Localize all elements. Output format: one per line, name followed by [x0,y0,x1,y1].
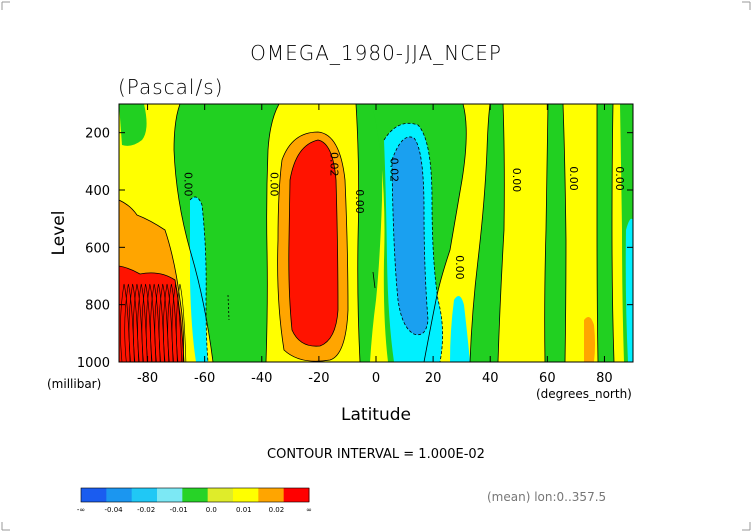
x-tick-label: -20 [308,371,329,386]
contour-label: 0.00 [453,255,466,280]
y-tick-label: 800 [85,299,110,314]
y-tick-label: 200 [85,127,110,142]
y-axis: 200 400 600 800 1000 [77,127,633,371]
contour-line [120,283,131,362]
contour-line [133,283,144,362]
colorbar: -∞ -0.04 -0.02 -0.01 0.0 0.01 0.02 ∞ [77,487,312,514]
x-axis: -80 -60 -40 -20 0 20 40 60 80 [137,104,613,386]
contour-line [150,283,161,362]
colorbar-swatch [233,488,259,502]
colorbar-frame [80,487,310,503]
cyan-region-north [450,296,470,362]
x-tick-label: 80 [596,371,613,386]
y-tick-label: 400 [85,184,110,199]
colorbar-label: 0.01 [236,506,252,514]
contour-label: 0.02 [387,158,400,183]
x-tick-label: 60 [539,371,556,386]
contour-field [119,104,633,362]
orange-region-north [584,316,595,362]
contour-line [128,283,139,362]
colorbar-label: -0.04 [105,506,124,514]
blue-region-itcz [392,136,428,335]
green-region-southwest [119,104,147,146]
footnote: (mean) lon:0..357.5 [487,490,606,504]
contour-label: 0.00 [567,166,580,191]
green-region-southern-subtropics [174,104,279,362]
contour-label: 0.00 [267,172,280,197]
colorbar-label: -∞ [77,506,85,514]
contour-line [158,283,169,362]
colorbar-label: ∞ [306,506,312,514]
cyan-region-east [625,218,633,362]
chart-title: OMEGA_1980-JJA_NCEP [250,41,502,65]
x-tick-label: -60 [194,371,215,386]
x-tick-label: -80 [137,371,158,386]
colorbar-swatch [283,488,310,502]
x-axis-units: (degrees_north) [536,387,632,401]
colorbar-label: 0.02 [269,506,285,514]
green-region-northern-midlat [470,104,505,362]
x-tick-label: -40 [251,371,272,386]
contour-line [167,283,178,362]
colorbar-label: -0.01 [170,506,188,514]
y-axis-label: Level [49,211,69,256]
contour-line [154,283,165,362]
antarctic-contour-lines [120,283,187,362]
contour-label-group: 0.00 0.00 0.02 0.00 0.02 0.00 0.00 0.00 0.00 [182,152,626,280]
x-tick-label: 20 [425,371,442,386]
green-region-north-2 [597,104,614,362]
colorbar-label: 0.0 [206,506,217,514]
colorbar-swatch [258,488,285,502]
colorbar-swatch [182,488,209,502]
contour-line [176,283,187,362]
colorbar-swatch [157,488,183,502]
y-tick-label: 600 [85,241,110,256]
contour-line [137,283,148,362]
contour-label: 0.00 [613,166,626,191]
chart-subtitle: (Pascal/s) [118,75,223,99]
x-tick-label: 0 [372,371,380,386]
contour-label: 0.00 [353,189,366,214]
contour-interval-text: CONTOUR INTERVAL = 1.000E-02 [267,447,485,462]
colorbar-swatch [207,488,234,502]
contour-line [145,283,157,362]
colorbar-swatch [106,488,133,502]
contour-lines [119,104,615,362]
x-tick-label: 40 [482,371,499,386]
cyan-region-south [190,196,208,362]
contour-line [141,283,152,362]
contour-line [163,283,174,362]
green-region-north-1 [544,104,566,362]
red-region-antarctic [119,266,184,362]
x-axis-label: Latitude [341,405,411,425]
contour-label: 0.02 [327,152,340,177]
red-region-south [288,140,338,347]
colorbar-swatch [131,488,158,502]
green-region-equator [356,104,383,362]
colorbar-swatch [81,488,107,502]
contour-label: 0.00 [510,168,523,193]
colorbar-label: -0.02 [137,506,155,514]
y-axis-units: (millibar) [47,377,101,391]
contour-line [124,283,135,362]
y-tick-label: 1000 [77,356,110,371]
contour-label: 0.00 [182,172,195,197]
